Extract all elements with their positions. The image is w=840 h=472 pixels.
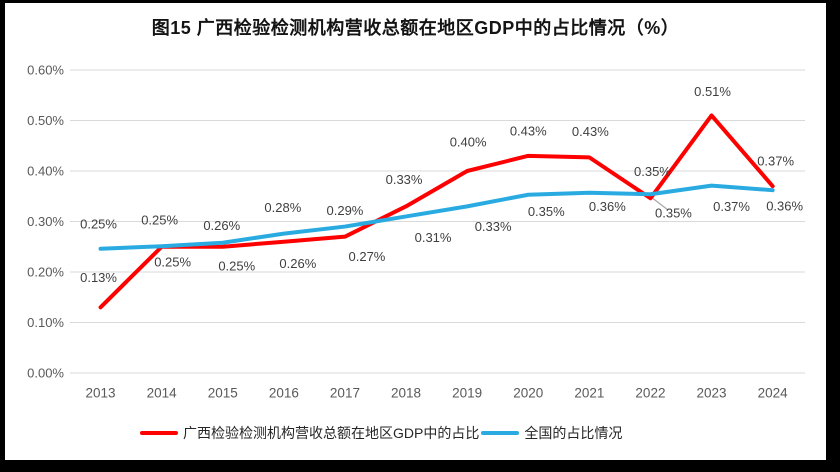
x-axis-tick-label: 2016 [269,386,299,401]
x-axis-tick-label: 2020 [513,386,543,401]
data-label-national: 0.36% [589,199,626,214]
data-label-national: 0.28% [264,200,301,215]
leader-line [650,196,669,211]
data-label-national: 0.29% [327,203,364,218]
data-label-national: 0.37% [713,199,750,214]
x-axis-tick-label: 2023 [697,386,727,401]
x-axis-tick-label: 2021 [574,386,604,401]
y-axis-tick-label: 0.30% [27,214,64,229]
legend-label-guangxi: 广西检验检测机构营收总额在地区GDP中的占比 [183,425,480,441]
series-line-guangxi [98,113,775,310]
x-axis-tick-label: 2014 [147,386,178,401]
data-label-guangxi: 0.35% [634,164,671,179]
data-label-national: 0.31% [415,230,452,245]
data-label-guangxi: 0.43% [510,123,547,138]
y-axis-tick-label: 0.20% [27,265,64,280]
data-label-national: 0.36% [766,199,803,214]
data-label-national: 0.25% [80,216,117,231]
x-axis-tick-label: 2019 [452,386,482,401]
legend-item-guangxi: 广西检验检测机构营收总额在地区GDP中的占比 [140,423,479,443]
legend-label-national: 全国的占比情况 [524,425,623,441]
y-axis-tick-label: 0.50% [27,113,64,128]
x-axis-tick-label: 2013 [86,386,116,401]
y-axis-tick-label: 0.00% [27,366,64,381]
legend-swatch-national [481,431,520,435]
y-axis-tick-label: 0.60% [27,63,64,78]
data-label-guangxi: 0.25% [218,258,255,273]
x-axis-tick-label: 2017 [330,386,360,401]
plot-area: 0.00% 0.10% 0.20% 0.30% 0.40% 0.50% 0.60% 2013 2… [27,63,805,401]
data-label-guangxi: 0.37% [757,154,794,169]
data-label-national: 0.26% [203,218,240,233]
series-line-national [98,183,775,251]
data-label-guangxi: 0.13% [80,270,117,285]
chart-title: 图15 广西检验检测机构营收总额在地区GDP中的占比情况（%） [151,18,680,38]
x-axis-tick-label: 2018 [391,386,421,401]
legend-item-national: 全国的占比情况 [481,423,622,443]
data-label-national: 0.35% [528,204,565,219]
legend: 广西检验检测机构营收总额在地区GDP中的占比 全国的占比情况 [140,423,624,443]
data-label-national: 0.33% [475,219,512,234]
data-label-guangxi: 0.25% [154,254,191,269]
data-label-guangxi: 0.33% [386,172,423,187]
x-axis-tick-label: 2022 [635,386,665,401]
data-label-guangxi: 0.51% [694,84,731,99]
data-label-guangxi: 0.40% [450,135,487,150]
x-axis-tick-label: 2015 [208,386,238,401]
data-label-national: 0.35% [655,206,692,221]
data-label-guangxi: 0.43% [572,124,609,139]
data-label-guangxi: 0.26% [279,256,316,271]
x-axis-tick-label: 2024 [758,386,789,401]
legend-swatch-guangxi [140,431,178,435]
y-axis-tick-label: 0.40% [27,164,64,179]
data-label-guangxi: 0.27% [349,249,386,264]
y-axis-tick-label: 0.10% [27,315,64,330]
data-label-national: 0.25% [141,213,178,228]
